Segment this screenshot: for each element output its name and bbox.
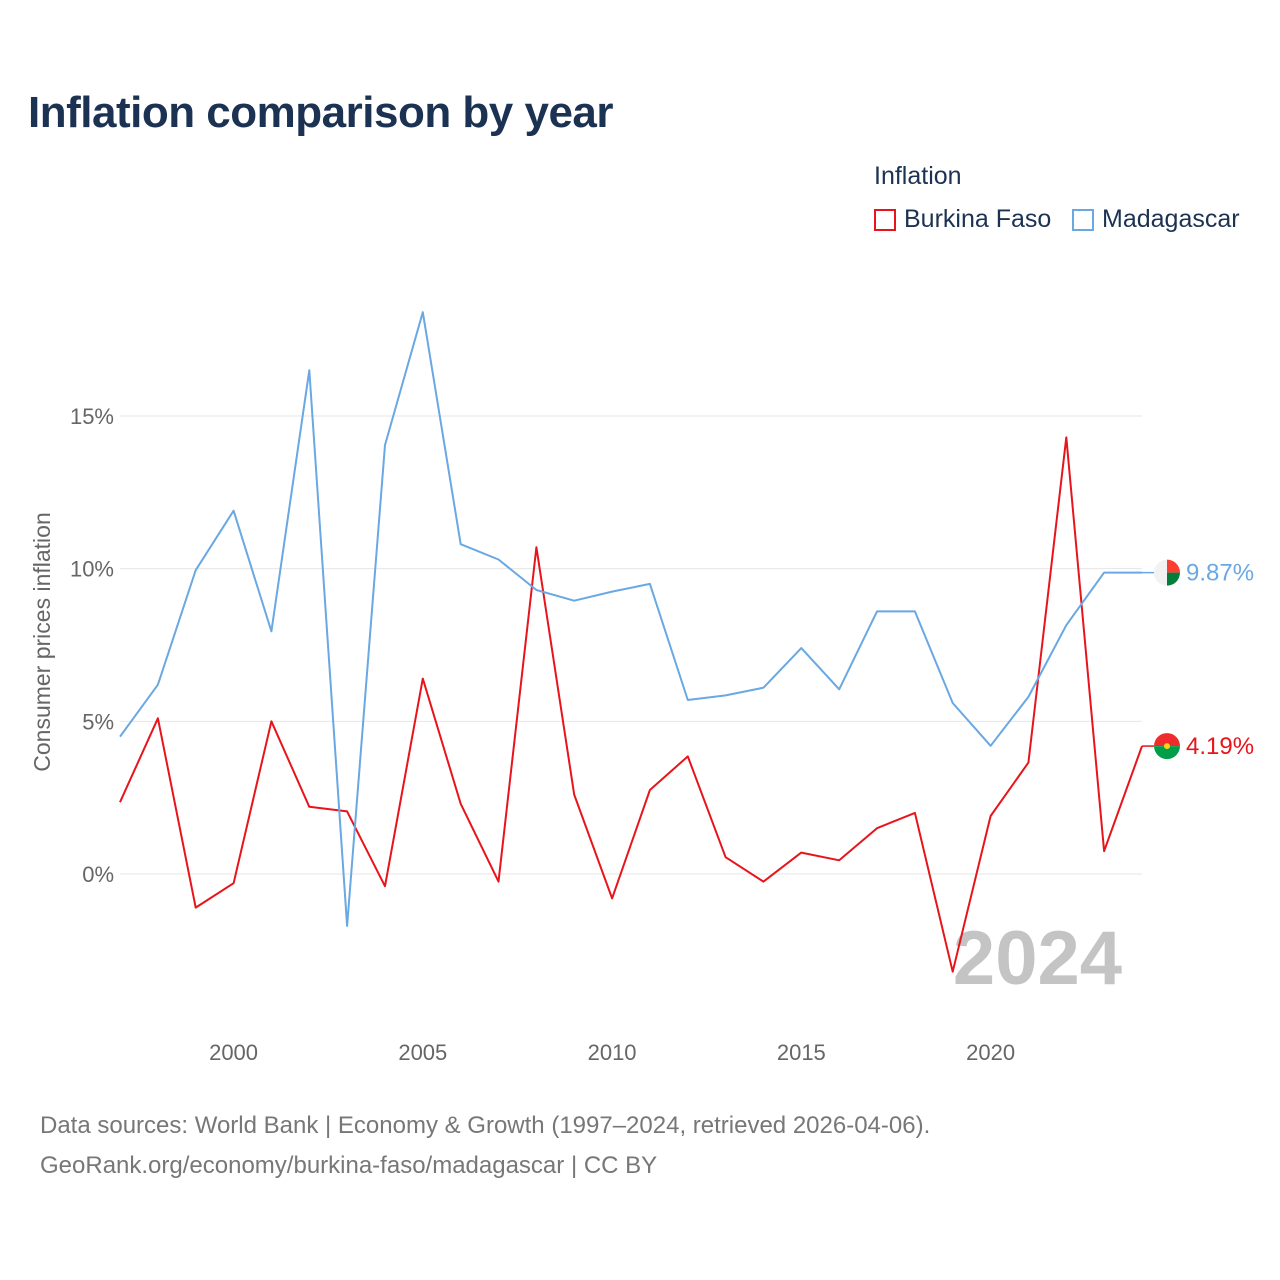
legend-label-burkina-faso: Burkina Faso	[904, 205, 1052, 233]
series-end-markers: 4.19% 9.87%	[1142, 559, 1254, 760]
y-axis-ticks: 0% 5% 10% 15%	[70, 404, 114, 887]
series-end-label: 9.87%	[1186, 560, 1254, 587]
data-point	[647, 787, 653, 793]
data-point	[344, 808, 350, 814]
data-point	[988, 813, 994, 819]
flag-red-band	[1167, 559, 1180, 573]
data-point	[609, 589, 615, 595]
legend-label-madagascar: Madagascar	[1102, 205, 1240, 233]
data-point	[798, 850, 804, 856]
data-point	[571, 792, 577, 798]
data-point	[647, 581, 653, 587]
data-point	[760, 879, 766, 885]
data-point	[836, 686, 842, 692]
data-point	[912, 608, 918, 614]
series-lines	[117, 309, 1143, 975]
y-tick-label: 5%	[82, 709, 114, 734]
flag-bottom-half	[1154, 746, 1180, 760]
series-end-label: 4.19%	[1186, 733, 1254, 760]
data-point	[723, 692, 729, 698]
data-point	[950, 969, 956, 975]
legend-swatch-madagascar	[1072, 208, 1094, 231]
data-point	[231, 508, 237, 514]
data-point	[193, 567, 199, 573]
data-point	[533, 587, 539, 593]
data-point	[874, 825, 880, 831]
data-point	[723, 854, 729, 860]
data-point	[117, 799, 123, 805]
footer-link[interactable]: GeoRank.org/economy/burkina-faso/madagas…	[40, 1152, 658, 1179]
data-point	[268, 628, 274, 634]
data-point	[420, 676, 426, 682]
data-point	[836, 857, 842, 863]
data-point	[1101, 848, 1107, 854]
data-point	[382, 883, 388, 889]
data-point	[458, 541, 464, 547]
data-point	[874, 608, 880, 614]
data-point	[609, 895, 615, 901]
data-point	[496, 879, 502, 885]
data-point	[1025, 694, 1031, 700]
flag-white-band	[1154, 559, 1167, 586]
data-point	[306, 804, 312, 810]
data-point	[344, 923, 350, 929]
data-point	[306, 367, 312, 373]
data-point	[1101, 570, 1107, 576]
flag-green-band	[1167, 572, 1180, 586]
data-point	[420, 309, 426, 315]
data-point	[798, 645, 804, 651]
data-point	[382, 442, 388, 448]
footer-source: Data sources: World Bank | Economy & Gro…	[40, 1112, 931, 1139]
data-point	[988, 743, 994, 749]
x-tick-label: 2015	[777, 1040, 826, 1065]
legend-item-madagascar[interactable]: Madagascar	[1072, 205, 1240, 234]
x-tick-label: 2005	[398, 1040, 447, 1065]
data-point	[760, 685, 766, 691]
data-point	[496, 557, 502, 563]
y-tick-label: 10%	[70, 557, 114, 582]
series-line-burkina-faso	[119, 436, 1143, 973]
data-point	[231, 880, 237, 886]
data-point	[912, 810, 918, 816]
y-axis-title: Consumer prices inflation	[29, 512, 55, 772]
flag-icon	[1154, 733, 1180, 760]
flag-star	[1164, 743, 1170, 750]
chart-title: Inflation comparison by year	[28, 88, 614, 137]
y-tick-label: 0%	[82, 862, 114, 887]
data-point	[193, 905, 199, 911]
data-point	[1063, 434, 1069, 440]
data-point	[571, 598, 577, 604]
y-tick-label: 15%	[70, 404, 114, 429]
legend-title: Inflation	[874, 162, 962, 190]
data-point	[1025, 760, 1031, 766]
year-watermark: 2024	[953, 916, 1122, 1001]
data-point	[155, 682, 161, 688]
series-line-madagascar	[119, 311, 1142, 927]
data-point	[1063, 622, 1069, 628]
data-point	[533, 544, 539, 550]
line-chart: 0% 5% 10% 15% 2000 2005 2010 2015 2020 Consumer…	[29, 309, 1254, 1065]
flag-top-half	[1154, 733, 1180, 747]
flag-icon	[1154, 559, 1180, 586]
data-point	[155, 715, 161, 721]
x-tick-label: 2000	[209, 1040, 258, 1065]
gridlines	[120, 415, 1142, 875]
data-point	[117, 734, 123, 740]
data-point	[950, 700, 956, 706]
data-point	[458, 801, 464, 807]
legend-swatch-burkina-faso	[874, 208, 896, 231]
legend-item-burkina-faso[interactable]: Burkina Faso	[874, 205, 1051, 234]
data-point	[268, 718, 274, 724]
footer: Data sources: World Bank | Economy & Gro…	[40, 1106, 930, 1186]
x-tick-label: 2010	[588, 1040, 637, 1065]
data-point	[685, 697, 691, 703]
x-tick-label: 2020	[966, 1040, 1015, 1065]
data-point	[685, 753, 691, 759]
x-axis-ticks: 2000 2005 2010 2015 2020	[209, 1040, 1015, 1065]
